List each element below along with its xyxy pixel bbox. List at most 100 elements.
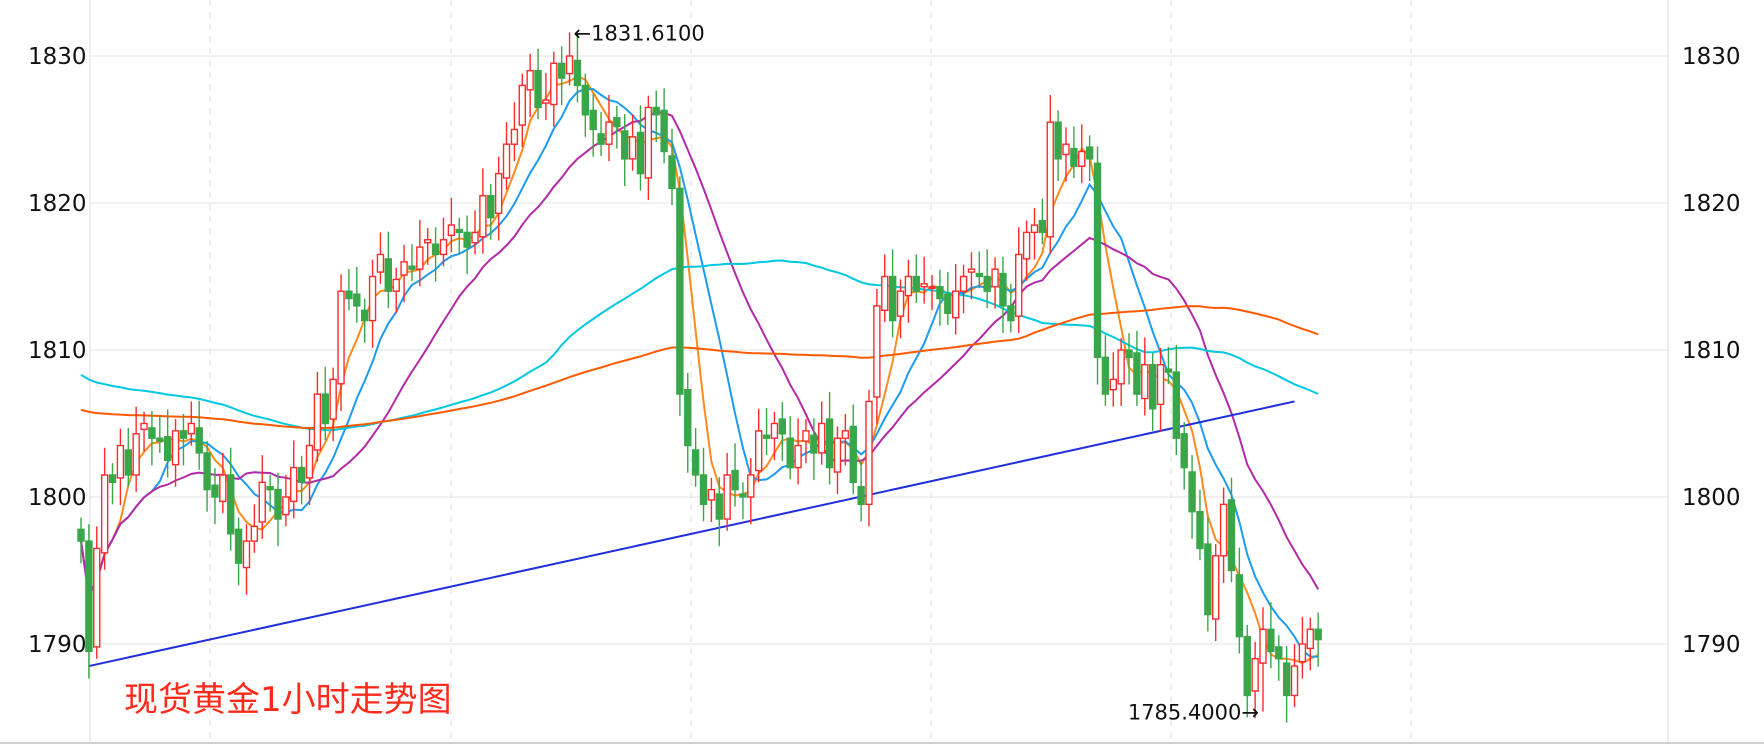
trendline-layer [88,400,1295,668]
candle-body [353,293,361,307]
candle-body [557,62,566,79]
candle-body [132,433,140,476]
candle [951,264,960,335]
candle-body [810,434,818,454]
candle-body [597,133,605,145]
candle [77,517,85,564]
candle-body [723,474,731,520]
candle [1314,612,1322,667]
candle-body [928,286,936,289]
candle [1148,352,1157,431]
candle [148,411,156,466]
ma-line [80,259,1319,432]
candle-body [1219,503,1228,557]
candle-body [794,444,802,469]
candle-body [203,452,211,491]
candle-body [565,55,574,75]
candle-body [684,388,692,447]
candle-body [140,422,148,431]
candle [818,401,826,465]
candle-body [1030,224,1039,234]
candle [439,217,448,267]
candle-body [93,547,101,648]
candle-body [857,486,865,506]
candle-body [975,272,984,278]
candle-body [1022,231,1031,260]
candle-body [439,239,448,256]
candle [754,408,763,483]
candle [479,168,487,254]
candle [660,88,668,164]
candle [1062,127,1070,182]
candle [242,524,251,595]
candle [944,272,952,326]
candle-body [494,172,503,214]
candle [833,426,842,495]
candle-body [1101,356,1110,395]
candle-body [416,246,424,270]
candle-body [731,469,739,491]
candle [621,114,629,187]
candle [1046,94,1054,254]
candle-body [1164,368,1173,373]
candle-body [873,305,881,398]
candle-body [1259,628,1267,664]
ma-line [80,305,1319,430]
candle-body [85,540,93,653]
candle-body [1117,349,1125,385]
candle-body [124,449,132,476]
candle [179,413,188,466]
candle [1212,544,1220,642]
candle [573,33,582,103]
candle [1306,617,1314,671]
y-axis-left: 1790 1800 1810 1820 1830 [28,44,87,658]
candle [557,46,566,106]
candle-body [762,434,771,439]
candle [116,428,125,506]
candle [581,73,590,137]
candle-body [920,283,928,288]
candle-body [1046,121,1054,238]
candle-body [424,239,432,244]
candle-body [250,525,259,542]
candle-body [392,278,400,292]
candle [967,252,976,300]
candle-body [1298,643,1307,663]
candle [258,455,266,539]
candle [896,279,905,339]
candle [431,227,440,282]
candle [1109,352,1117,407]
trendline [88,400,1295,668]
candle-body [959,275,968,292]
candle [802,419,810,464]
candle-body [376,253,385,273]
candle-body [526,69,534,91]
candle-body [1172,371,1181,439]
candle-body [896,290,905,317]
candle [920,256,928,304]
candle-body [297,466,306,484]
candle [699,447,708,522]
candle [1298,616,1307,679]
candle [912,254,920,303]
candle [1243,624,1251,718]
candle [156,416,164,453]
candle-body [337,290,345,385]
candle-body [1093,162,1102,359]
candle-body [1196,511,1204,550]
candle-body [888,275,897,322]
candle [163,409,172,478]
y-tick-label-right: 1820 [1682,191,1741,217]
candle-body [1306,628,1314,650]
candle [1038,198,1047,245]
candle-body [999,272,1007,307]
candle-body [636,131,645,175]
candle-body [455,228,463,234]
candle-body [944,293,952,314]
candle-body [754,430,763,472]
y-tick-label-left: 1830 [28,44,87,70]
candle [1156,347,1165,432]
candle-body [621,130,629,160]
candle [983,249,991,309]
